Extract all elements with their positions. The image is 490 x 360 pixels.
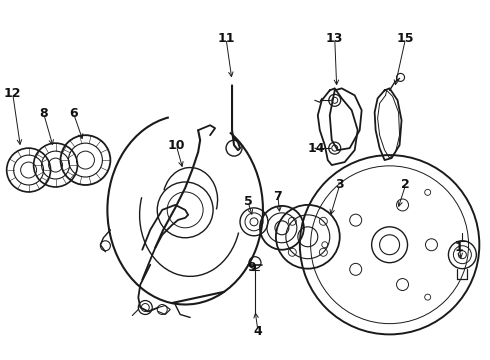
- Text: 12: 12: [4, 87, 22, 100]
- Text: 10: 10: [168, 139, 185, 152]
- Text: 5: 5: [244, 195, 252, 208]
- Text: 11: 11: [217, 32, 235, 45]
- Text: 14: 14: [308, 141, 325, 155]
- Text: 6: 6: [69, 107, 78, 120]
- Text: 1: 1: [455, 241, 464, 254]
- Text: 15: 15: [397, 32, 414, 45]
- Text: 2: 2: [401, 179, 410, 192]
- Text: 13: 13: [326, 32, 343, 45]
- Text: 9: 9: [247, 261, 256, 274]
- Text: 3: 3: [336, 179, 344, 192]
- Text: 7: 7: [273, 190, 282, 203]
- Text: 4: 4: [254, 325, 262, 338]
- Text: 8: 8: [39, 107, 48, 120]
